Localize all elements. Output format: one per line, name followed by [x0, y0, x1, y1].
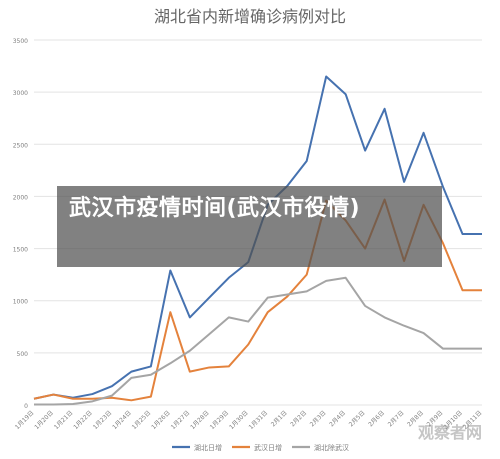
legend-label: 武汉日增	[254, 443, 282, 452]
y-tick-label: 3500	[13, 38, 28, 45]
x-tick-label: 2月1日	[270, 409, 289, 428]
x-tick-label: 2月7日	[387, 409, 406, 428]
x-axis-tick-labels: 1月19日1月20日1月21日1月22日1月23日1月24日1月25日1月26日…	[14, 409, 484, 431]
series-line	[34, 276, 482, 406]
y-tick-label: 1000	[13, 299, 28, 306]
watermark-text: 观察者网	[417, 423, 482, 442]
chart-title: 湖北省内新增确诊病例对比	[154, 7, 346, 26]
x-tick-label: 1月27日	[170, 409, 192, 431]
x-tick-label: 1月20日	[33, 409, 55, 431]
x-tick-label: 1月25日	[131, 409, 153, 431]
legend-label: 湖北除武汉	[314, 443, 349, 452]
x-tick-label: 2月5日	[348, 409, 367, 428]
x-tick-label: 2月4日	[328, 409, 347, 428]
x-tick-label: 1月21日	[53, 409, 75, 431]
x-tick-label: 1月22日	[72, 409, 94, 431]
x-tick-label: 1月26日	[150, 409, 172, 431]
y-tick-label: 500	[17, 351, 29, 358]
x-tick-label: 1月23日	[92, 409, 114, 431]
x-tick-label: 1月28日	[189, 409, 211, 431]
x-tick-label: 1月24日	[111, 409, 133, 431]
x-tick-label: 1月19日	[14, 409, 36, 431]
y-tick-label: 0	[24, 403, 28, 410]
headline-text: 武汉市疫情时间(武汉市役情)	[69, 196, 361, 221]
y-axis-tick-labels: 0 500 1000 1500 2000 2500 3000 3500	[13, 38, 28, 410]
x-tick-label: 1月29日	[209, 409, 231, 431]
x-tick-label: 2月2日	[289, 409, 308, 428]
legend-label: 湖北日增	[194, 443, 222, 452]
y-tick-label: 1500	[13, 247, 28, 254]
x-tick-label: 1月31日	[248, 409, 270, 431]
legend: 湖北日增 武汉日增 湖北除武汉	[172, 443, 349, 452]
y-tick-label: 3000	[13, 90, 28, 97]
y-tick-label: 2000	[13, 194, 28, 201]
y-tick-label: 2500	[13, 142, 28, 149]
x-tick-label: 2月6日	[367, 409, 386, 428]
headline-overlay: 武汉市疫情时间(武汉市役情)	[57, 186, 442, 267]
x-tick-label: 1月30日	[228, 409, 250, 431]
x-tick-label: 2月3日	[309, 409, 328, 428]
